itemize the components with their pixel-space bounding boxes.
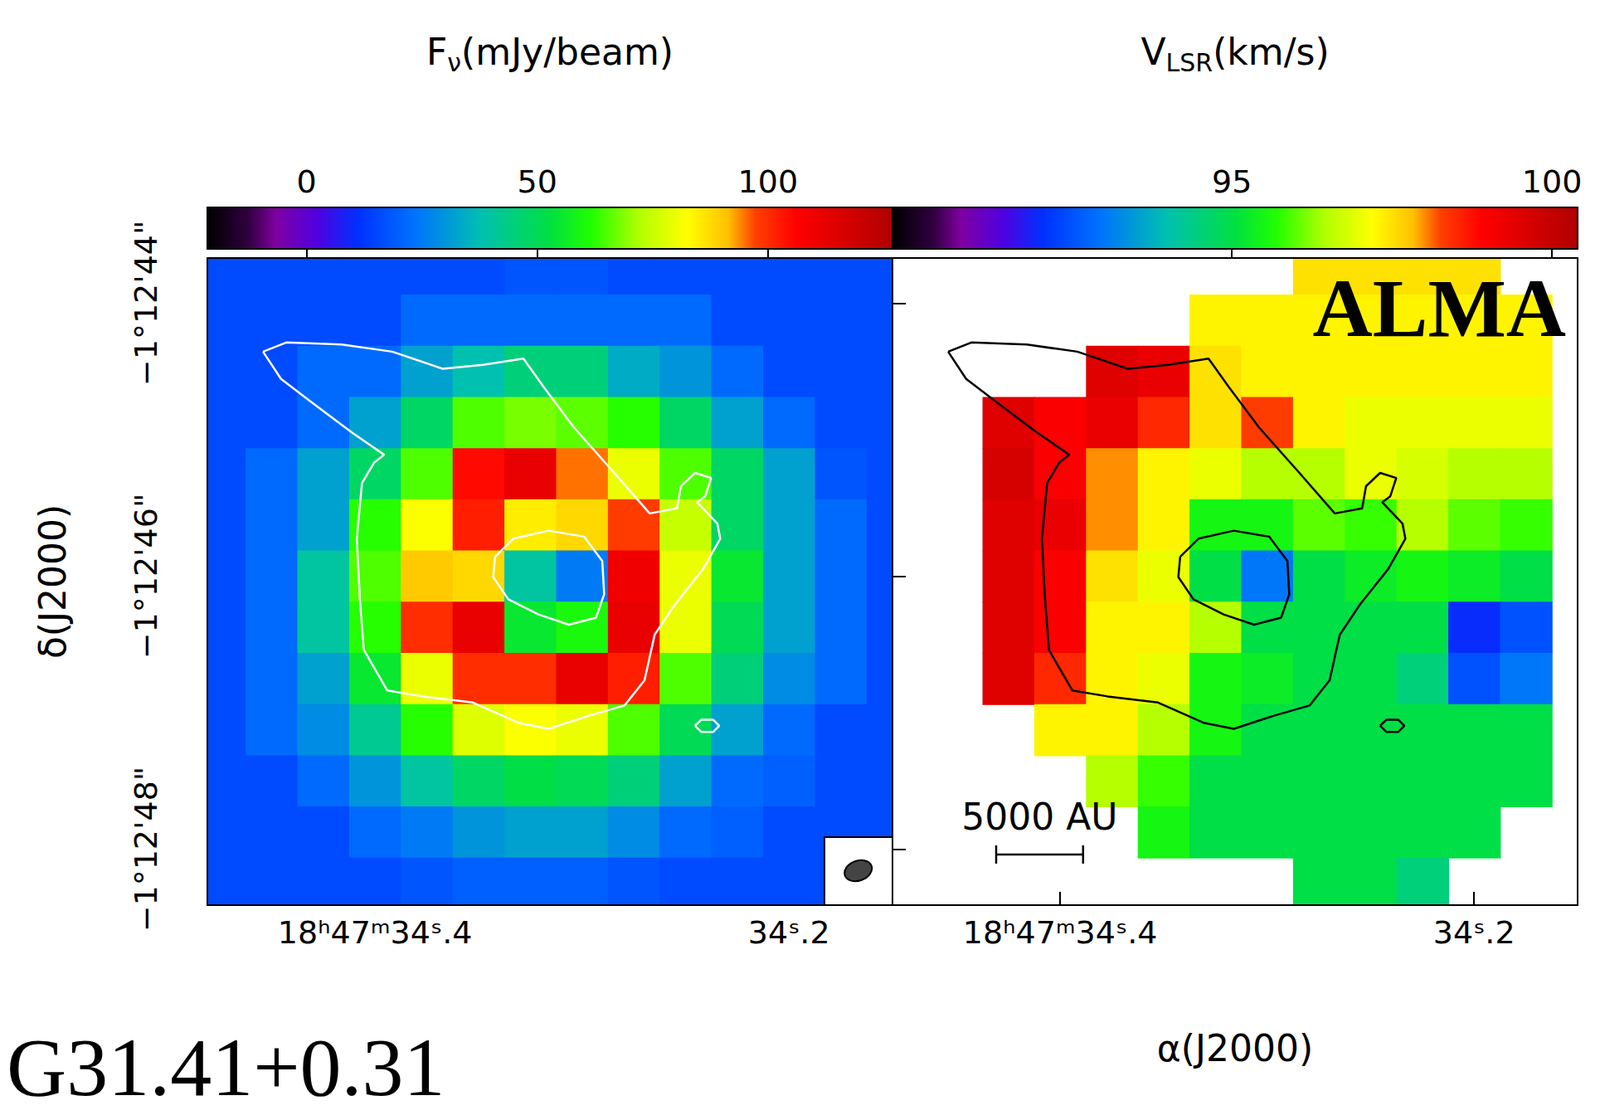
svg-text:100: 100 [1522, 163, 1583, 200]
svg-text:V: V [1140, 30, 1166, 73]
svg-text:G31.41+0.31: G31.41+0.31 [6, 1021, 446, 1114]
svg-text:100: 100 [738, 163, 799, 200]
svg-text:(mJy/beam): (mJy/beam) [461, 30, 674, 73]
svg-text:34ˢ.2: 34ˢ.2 [748, 914, 831, 951]
svg-text:−1°12'48": −1°12'48" [127, 766, 165, 933]
svg-text:δ(J2000): δ(J2000) [31, 504, 74, 659]
svg-text:LSR: LSR [1166, 48, 1214, 78]
svg-text:18ʰ47ᵐ34ˢ.4: 18ʰ47ᵐ34ˢ.4 [277, 914, 473, 951]
svg-text:95: 95 [1211, 163, 1252, 200]
svg-text:(km/s): (km/s) [1212, 30, 1329, 73]
svg-text:50: 50 [517, 163, 558, 200]
svg-text:−1°12'44": −1°12'44" [127, 219, 165, 386]
svg-text:18ʰ47ᵐ34ˢ.4: 18ʰ47ᵐ34ˢ.4 [962, 914, 1158, 951]
svg-text:α(J2000): α(J2000) [1157, 1026, 1314, 1070]
svg-text:0: 0 [296, 163, 317, 200]
svg-text:34ˢ.2: 34ˢ.2 [1433, 914, 1516, 951]
svg-text:−1°12'46": −1°12'46" [127, 493, 165, 660]
svg-text:5000 AU: 5000 AU [961, 795, 1118, 838]
svg-text:ALMA: ALMA [1312, 262, 1566, 355]
svg-text:ν: ν [447, 48, 462, 78]
svg-text:F: F [426, 30, 448, 73]
